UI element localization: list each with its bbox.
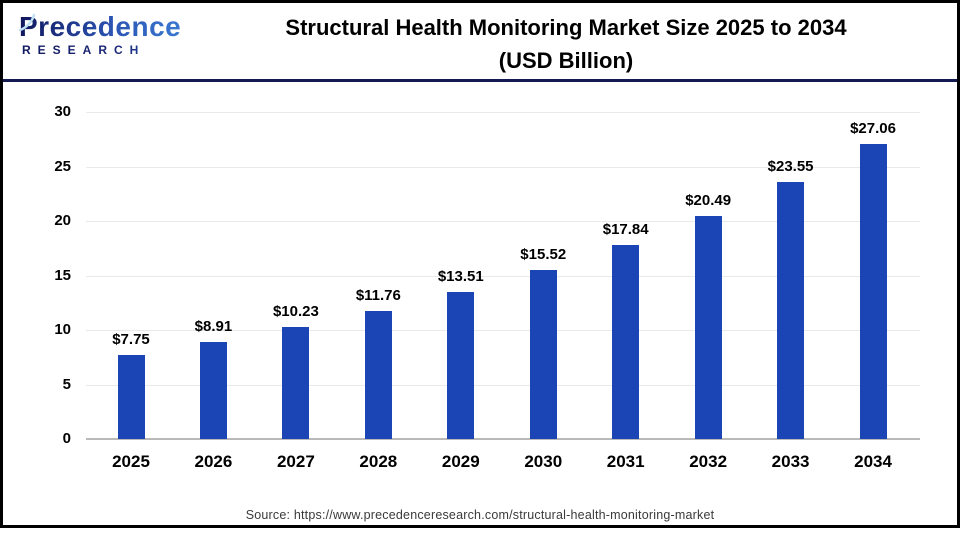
- x-axis-tick-2028: 2028: [359, 452, 398, 471]
- y-axis-tick-15: 15: [54, 266, 71, 284]
- y-axis-tick-30: 30: [54, 103, 71, 120]
- gridline-y30: [86, 112, 920, 113]
- y-axis-tick-5: 5: [62, 375, 71, 393]
- bar-value-label-2030: $15.52: [520, 245, 567, 263]
- gridline-y20: [86, 221, 920, 222]
- gridline-y25: [86, 166, 920, 168]
- x-axis-baseline: [86, 438, 920, 440]
- x-axis-tick-2027: 2027: [276, 452, 315, 471]
- y-axis-tick-25: 25: [54, 157, 71, 175]
- bar-2025: [117, 354, 145, 439]
- y-axis-tick-0: 0: [62, 430, 71, 447]
- bar-2027: [282, 327, 310, 439]
- bar-2031: [612, 244, 640, 439]
- header: Precedence RESEARCH Structural Health Mo…: [3, 3, 957, 82]
- x-axis-tick-2025: 2025: [112, 452, 150, 471]
- bar-chart: Source: https://www.precedenceresearch.c…: [3, 82, 957, 525]
- bar-2029: [447, 291, 475, 439]
- bar-2026: [199, 341, 227, 439]
- chart-title: Structural Health Monitoring Market Size…: [193, 3, 957, 77]
- bar-2033: [777, 182, 805, 439]
- bar-value-label-2026: $8.91: [194, 317, 233, 335]
- logo-subtitle-text: RESEARCH: [19, 43, 193, 57]
- x-axis-tick-2032: 2032: [689, 452, 728, 471]
- bar-value-label-2029: $13.51: [437, 267, 484, 285]
- y-axis-tick-10: 10: [54, 321, 71, 338]
- y-axis-tick-20: 20: [54, 212, 71, 229]
- bar-value-label-2033: $23.55: [767, 158, 814, 176]
- bar-value-label-2027: $10.23: [272, 303, 319, 321]
- bar-2028: [364, 310, 392, 439]
- x-axis-tick-2033: 2033: [771, 452, 810, 471]
- bar-value-label-2034: $27.06: [850, 120, 896, 138]
- x-axis-tick-2034: 2034: [854, 452, 892, 471]
- bar-value-label-2028: $11.76: [355, 286, 401, 304]
- chart-title-line1: Structural Health Monitoring Market Size…: [285, 15, 847, 40]
- x-axis-tick-2031: 2031: [606, 452, 645, 471]
- precedence-logo: Precedence RESEARCH: [3, 3, 193, 57]
- chart-title-line2: (USD Billion): [498, 48, 634, 73]
- bar-2030: [529, 269, 557, 439]
- chart-card: Precedence RESEARCH Structural Health Mo…: [0, 0, 960, 528]
- x-axis-tick-2029: 2029: [441, 452, 480, 471]
- bar-2032: [694, 215, 722, 439]
- gridline-y15: [86, 275, 920, 277]
- bar-2034: [859, 144, 887, 439]
- source-attribution: Source: https://www.precedenceresearch.c…: [245, 508, 715, 522]
- x-axis-tick-2026: 2026: [194, 452, 233, 471]
- x-axis-tick-2030: 2030: [524, 452, 563, 471]
- logo-brand-text: Precedence: [19, 12, 193, 42]
- gridline-y10: [86, 330, 920, 331]
- bar-value-label-2025: $7.75: [112, 330, 150, 348]
- gridline-y5: [86, 384, 920, 386]
- bar-value-label-2032: $20.49: [685, 191, 732, 209]
- bar-value-label-2031: $17.84: [602, 220, 649, 238]
